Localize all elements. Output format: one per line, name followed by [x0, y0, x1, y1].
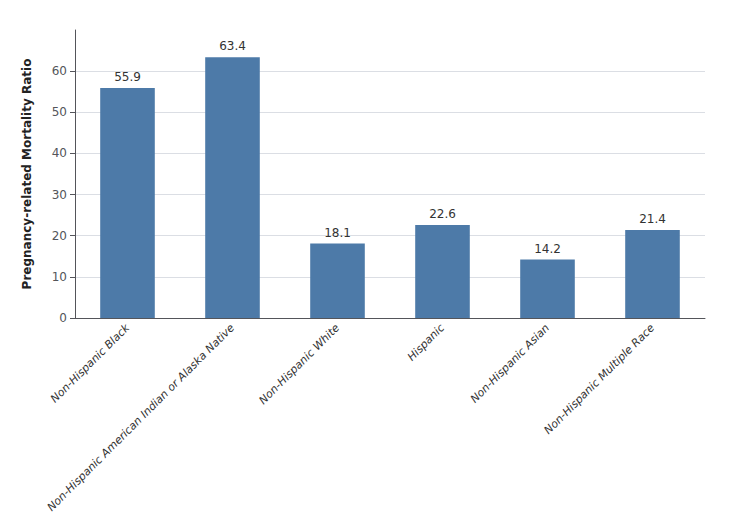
svg-text:60: 60 [52, 64, 67, 78]
svg-text:Hispanic: Hispanic [405, 321, 447, 363]
svg-text:Non-Hispanic Black: Non-Hispanic Black [48, 321, 133, 406]
svg-text:18.1: 18.1 [324, 226, 351, 240]
svg-text:22.6: 22.6 [429, 207, 456, 221]
svg-text:50: 50 [52, 105, 67, 119]
svg-text:40: 40 [52, 146, 67, 160]
svg-text:Non-Hispanic Multiple Race: Non-Hispanic Multiple Race [542, 321, 658, 437]
svg-text:30: 30 [52, 188, 67, 202]
svg-text:20: 20 [52, 229, 67, 243]
svg-text:10: 10 [52, 270, 67, 284]
svg-text:14.2: 14.2 [534, 242, 561, 256]
svg-text:Non-Hispanic American Indian o: Non-Hispanic American Indian or Alaska N… [45, 321, 238, 514]
svg-text:Pregnancy-related Mortality Ra: Pregnancy-related Mortality Ratio [20, 59, 34, 290]
svg-text:63.4: 63.4 [219, 39, 246, 53]
svg-text:Non-Hispanic Asian: Non-Hispanic Asian [468, 321, 552, 405]
svg-text:21.4: 21.4 [639, 212, 666, 226]
svg-text:Non-Hispanic White: Non-Hispanic White [256, 321, 342, 407]
svg-text:0: 0 [59, 311, 67, 325]
svg-text:55.9: 55.9 [114, 70, 141, 84]
